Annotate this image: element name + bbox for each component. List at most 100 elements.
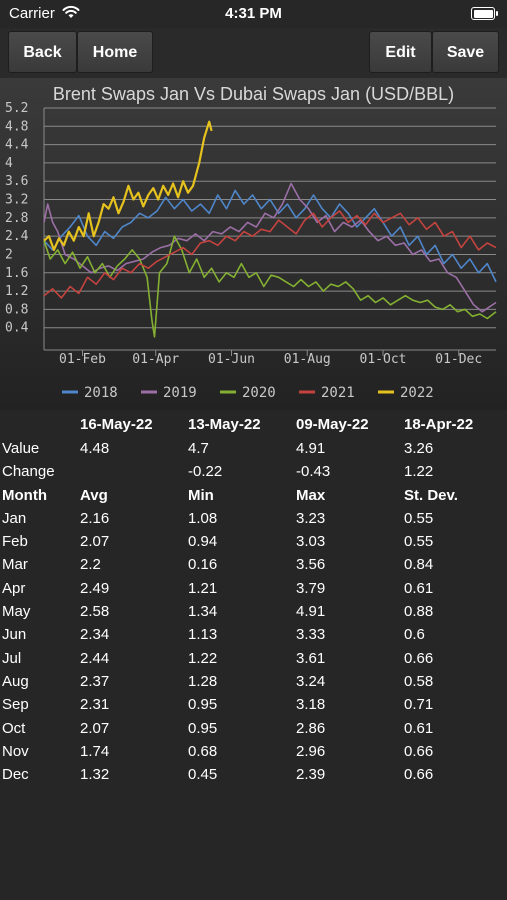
stat-cell: 0.55 [404, 533, 434, 551]
stat-cell: 0.16 [188, 556, 218, 574]
legend-label-2022: 2022 [400, 385, 434, 401]
stats-header: Min [188, 486, 214, 504]
x-tick-label: 01-Apr [132, 352, 179, 367]
edit-button[interactable]: Edit [369, 31, 432, 73]
stat-cell: 2.44 [80, 649, 110, 667]
stat-cell: 0.58 [404, 672, 434, 690]
stat-cell: 1.21 [188, 579, 218, 597]
y-tick-label: 4.8 [5, 119, 28, 134]
month-label: May [2, 603, 31, 620]
month-label: Aug [2, 672, 29, 690]
month-label: Jan [2, 509, 27, 527]
x-tick-label: 01-Aug [284, 352, 331, 367]
date-header: 09-May-22 [296, 416, 369, 433]
y-tick-label: 4.4 [5, 138, 29, 153]
date-header: 18-Apr-22 [404, 416, 474, 433]
stat-cell: 0.94 [188, 533, 218, 551]
change-cell: -0.43 [296, 463, 331, 480]
stat-cell: 1.13 [188, 626, 218, 644]
stat-cell: 2.37 [80, 672, 110, 690]
value-cell: 3.26 [404, 439, 434, 457]
month-label: Sep [2, 696, 29, 714]
chart-panel: Brent Swaps Jan Vs Dubai Swaps Jan (USD/… [0, 78, 507, 410]
month-label: Nov [2, 742, 29, 760]
y-tick-label: 1.6 [5, 266, 28, 281]
stat-cell: 2.31 [80, 696, 110, 714]
stat-cell: 0.95 [188, 696, 218, 714]
stat-cell: 0.84 [404, 556, 434, 574]
y-tick-label: 4 [5, 156, 13, 171]
y-tick-label: 5.2 [5, 101, 28, 116]
stat-cell: 1.08 [188, 509, 218, 527]
stat-cell: 2.2 [80, 556, 101, 574]
stat-cell: 3.24 [296, 672, 326, 690]
month-label: Jul [2, 649, 22, 667]
chart-title: Brent Swaps Jan Vs Dubai Swaps Jan (USD/… [52, 84, 455, 104]
wifi-icon [62, 5, 80, 24]
stat-cell: 0.45 [188, 766, 218, 784]
stat-cell: 0.66 [404, 742, 434, 760]
stat-cell: 1.28 [188, 672, 218, 690]
legend-label-2020: 2020 [242, 385, 276, 401]
save-button[interactable]: Save [432, 31, 499, 73]
stat-cell: 2.86 [296, 719, 326, 737]
value-cell: 4.91 [296, 439, 326, 457]
y-tick-label: 1.2 [5, 284, 28, 299]
legend-label-2021: 2021 [321, 385, 355, 401]
stat-cell: 0.88 [404, 603, 434, 620]
month-label: Feb [2, 533, 28, 551]
stat-cell: 2.16 [80, 509, 110, 527]
x-tick-label: 01-Jun [208, 352, 255, 367]
stats-header: St. Dev. [404, 486, 458, 504]
stats-header: Month [2, 486, 47, 504]
stat-cell: 0.66 [404, 649, 434, 667]
stat-cell: 3.61 [296, 649, 326, 667]
legend-label-2019: 2019 [163, 385, 197, 401]
month-label: Apr [2, 579, 26, 597]
series-line-2022 [43, 120, 213, 251]
statistics-table: 16-May-22 13-May-22 09-May-22 18-Apr-22 Valu… [0, 410, 507, 900]
series-line-2020 [43, 235, 497, 338]
battery-icon [471, 7, 498, 20]
y-tick-label: 0.8 [5, 302, 28, 317]
x-tick-label: 01-Dec [435, 352, 482, 367]
y-tick-label: 2.8 [5, 211, 28, 226]
stat-cell: 1.34 [188, 603, 218, 620]
stat-cell: 3.79 [296, 579, 326, 597]
navigation-toolbar: Back Home Edit Save [0, 28, 507, 78]
x-tick-label: 01-Oct [360, 352, 407, 367]
y-tick-label: 2.4 [5, 229, 29, 244]
series-line-2021 [43, 210, 497, 299]
stat-cell: 1.74 [80, 742, 110, 760]
stat-cell: 3.33 [296, 626, 326, 644]
stat-cell: 1.32 [80, 766, 110, 784]
stat-cell: 4.91 [296, 603, 326, 620]
y-tick-label: 3.6 [5, 174, 28, 189]
date-header: 13-May-22 [188, 416, 261, 433]
back-button[interactable]: Back [8, 31, 77, 73]
y-tick-label: 2 [5, 247, 13, 262]
x-tick-label: 01-Feb [59, 352, 106, 367]
stat-cell: 0.66 [404, 766, 434, 784]
y-tick-label: 0.4 [5, 321, 29, 336]
stat-cell: 2.49 [80, 579, 110, 597]
change-cell: -0.22 [188, 463, 223, 480]
home-button[interactable]: Home [77, 31, 153, 73]
stat-cell: 0.61 [404, 719, 434, 737]
carrier-label: Carrier [9, 5, 55, 22]
status-time: 4:31 PM [225, 5, 282, 22]
stat-cell: 0.95 [188, 719, 218, 737]
series-line-2018 [43, 189, 497, 283]
stat-cell: 2.39 [296, 766, 326, 784]
stats-header: Avg [80, 486, 108, 504]
month-label: Mar [2, 556, 28, 574]
change-cell: 1.22 [404, 463, 434, 480]
value-label: Value [2, 439, 40, 457]
stat-cell: 3.23 [296, 509, 326, 527]
stat-cell: 1.22 [188, 649, 218, 667]
stat-cell: 0.68 [188, 742, 218, 760]
month-label: Oct [2, 719, 26, 737]
change-label: Change [2, 463, 55, 480]
stat-cell: 2.58 [80, 603, 110, 620]
stat-cell: 0.55 [404, 509, 434, 527]
